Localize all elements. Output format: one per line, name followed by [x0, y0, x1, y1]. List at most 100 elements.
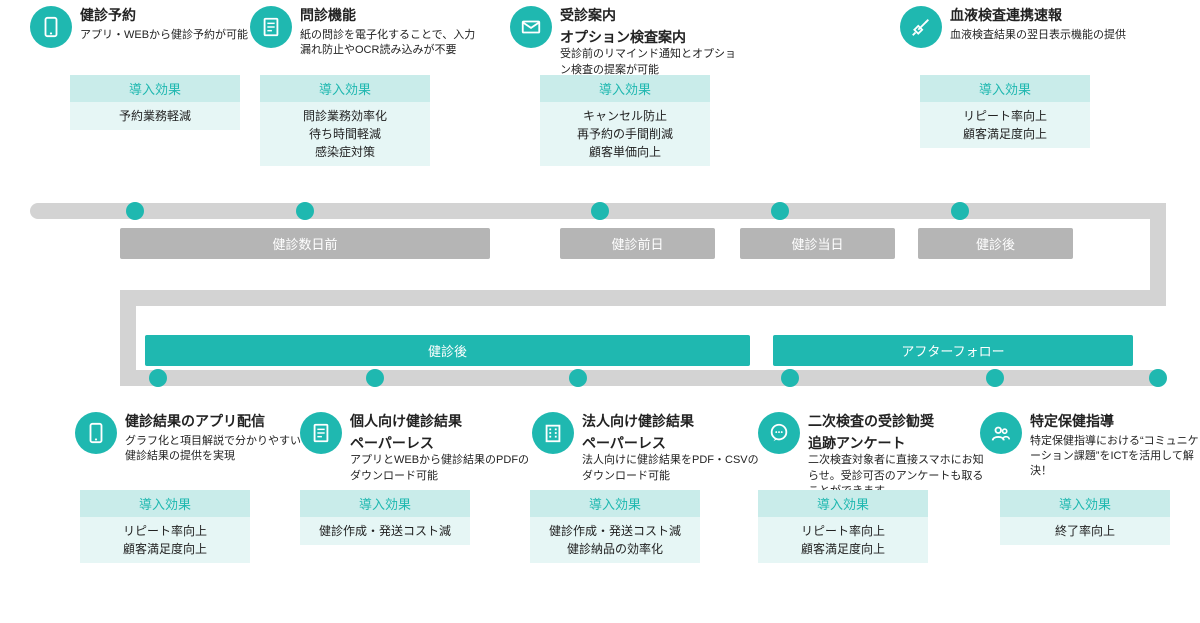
form-icon	[250, 6, 292, 48]
timeline-dot	[986, 369, 1004, 387]
effect-header: 導入効果	[80, 490, 250, 517]
effect-line: 顧客満足度向上	[80, 540, 250, 558]
effect-box-top-3: 導入効果リピート率向上顧客満足度向上	[920, 75, 1090, 148]
timeline-dot	[771, 202, 789, 220]
feature-desc: 血液検査結果の翌日表示機能の提供	[950, 28, 1126, 43]
feature-title: 個人向け健診結果	[350, 412, 530, 432]
feature-bottom-1: 個人向け健診結果ペーパーレスアプリとWEBから健診結果のPDFのダウンロード可能	[300, 412, 530, 484]
feature-text: 特定保健指導特定保健指導における“コミュニケーション課題”をICTを活用して解決…	[1030, 412, 1200, 480]
effect-line: 予約業務軽減	[70, 107, 240, 125]
effect-line: 健診作成・発送コスト減	[300, 522, 470, 540]
mail-icon	[510, 6, 552, 48]
effect-line: 待ち時間軽減	[260, 125, 430, 143]
track-segment	[120, 370, 1166, 386]
feature-title: 問診機能	[300, 6, 480, 26]
effect-line: 問診業務効率化	[260, 107, 430, 125]
feature-bottom-2: 法人向け健診結果ペーパーレス法人向けに健診結果をPDF・CSVのダウンロード可能	[532, 412, 762, 484]
effect-line: 健診作成・発送コスト減	[530, 522, 700, 540]
phase-bar: 健診数日前	[120, 228, 490, 259]
feature-subtitle: ペーパーレス	[582, 434, 762, 454]
feature-desc: グラフ化と項目解説で分かりやすい健診結果の提供を実現	[125, 434, 305, 465]
effect-line: 顧客満足度向上	[920, 125, 1090, 143]
effect-header: 導入効果	[758, 490, 928, 517]
timeline-dot	[366, 369, 384, 387]
feature-top-3: 血液検査連携速報血液検査結果の翌日表示機能の提供	[900, 6, 1126, 48]
phase-bar: 健診当日	[740, 228, 895, 259]
chat-icon	[758, 412, 800, 454]
feature-desc: 紙の問診を電子化することで、入力漏れ防止やOCR読み込みが不要	[300, 28, 480, 59]
feature-top-2: 受診案内オプション検査案内受診前のリマインド通知とオプション検査の提案が可能	[510, 6, 740, 78]
effect-line: 健診納品の効率化	[530, 540, 700, 558]
effect-line: 再予約の手間削減	[540, 125, 710, 143]
effect-line: 顧客満足度向上	[758, 540, 928, 558]
phase-bar: アフターフォロー	[773, 335, 1133, 366]
effect-line: リピート率向上	[920, 107, 1090, 125]
feature-text: 問診機能紙の問診を電子化することで、入力漏れ防止やOCR読み込みが不要	[300, 6, 480, 58]
feature-title: 血液検査連携速報	[950, 6, 1126, 26]
phase-bar: 健診後	[145, 335, 750, 366]
feature-desc: アプリとWEBから健診結果のPDFのダウンロード可能	[350, 453, 530, 484]
feature-title: 健診予約	[80, 6, 248, 26]
effect-box-bottom-4: 導入効果終了率向上	[1000, 490, 1170, 545]
effect-line: 顧客単価向上	[540, 143, 710, 161]
effect-header: 導入効果	[300, 490, 470, 517]
effect-box-bottom-0: 導入効果リピート率向上顧客満足度向上	[80, 490, 250, 563]
timeline-dot	[569, 369, 587, 387]
effect-line: 終了率向上	[1000, 522, 1170, 540]
feature-text: 法人向け健診結果ペーパーレス法人向けに健診結果をPDF・CSVのダウンロード可能	[582, 412, 762, 484]
feature-desc: 受診前のリマインド通知とオプション検査の提案が可能	[560, 47, 740, 78]
feature-bottom-4: 特定保健指導特定保健指導における“コミュニケーション課題”をICTを活用して解決…	[980, 412, 1200, 480]
feature-bottom-3: 二次検査の受診勧奨追跡アンケート二次検査対象者に直接スマホにお知らせ。受診可否の…	[758, 412, 988, 499]
effect-header: 導入効果	[260, 75, 430, 102]
effect-box-bottom-2: 導入効果健診作成・発送コスト減健診納品の効率化	[530, 490, 700, 563]
feature-text: 個人向け健診結果ペーパーレスアプリとWEBから健診結果のPDFのダウンロード可能	[350, 412, 530, 484]
timeline-dot	[1149, 369, 1167, 387]
effect-body: 予約業務軽減	[70, 102, 240, 130]
effect-body: 終了率向上	[1000, 517, 1170, 545]
device-icon	[75, 412, 117, 454]
effect-line: 感染症対策	[260, 143, 430, 161]
feature-title: 受診案内	[560, 6, 740, 26]
effect-line: キャンセル防止	[540, 107, 710, 125]
effect-box-top-2: 導入効果キャンセル防止再予約の手間削減顧客単価向上	[540, 75, 710, 166]
feature-text: 健診予約アプリ・WEBから健診予約が可能	[80, 6, 248, 48]
effect-body: 問診業務効率化待ち時間軽減感染症対策	[260, 102, 430, 166]
timeline-dot	[781, 369, 799, 387]
effect-header: 導入効果	[540, 75, 710, 102]
timeline-dot	[149, 369, 167, 387]
feature-desc: 法人向けに健診結果をPDF・CSVのダウンロード可能	[582, 453, 762, 484]
feature-text: 血液検査連携速報血液検査結果の翌日表示機能の提供	[950, 6, 1126, 48]
effect-box-bottom-3: 導入効果リピート率向上顧客満足度向上	[758, 490, 928, 563]
effect-body: リピート率向上顧客満足度向上	[920, 102, 1090, 148]
effect-header: 導入効果	[70, 75, 240, 102]
timeline-dot	[951, 202, 969, 220]
feature-subtitle: オプション検査案内	[560, 28, 740, 48]
effect-line: リピート率向上	[758, 522, 928, 540]
feature-top-1: 問診機能紙の問診を電子化することで、入力漏れ防止やOCR読み込みが不要	[250, 6, 480, 58]
feature-subtitle: ペーパーレス	[350, 434, 530, 454]
effect-body: 健診作成・発送コスト減	[300, 517, 470, 545]
device-icon	[30, 6, 72, 48]
effect-header: 導入効果	[920, 75, 1090, 102]
feature-title: 健診結果のアプリ配信	[125, 412, 305, 432]
feature-title: 二次検査の受診勧奨	[808, 412, 988, 432]
timeline-dot	[591, 202, 609, 220]
timeline-dot	[296, 202, 314, 220]
phase-bar: 健診前日	[560, 228, 715, 259]
effect-box-bottom-1: 導入効果健診作成・発送コスト減	[300, 490, 470, 545]
effect-header: 導入効果	[530, 490, 700, 517]
feature-bottom-0: 健診結果のアプリ配信グラフ化と項目解説で分かりやすい健診結果の提供を実現	[75, 412, 305, 464]
effect-box-top-0: 導入効果予約業務軽減	[70, 75, 240, 130]
feature-title: 法人向け健診結果	[582, 412, 762, 432]
timeline-dot	[126, 202, 144, 220]
syringe-icon	[900, 6, 942, 48]
effect-line: リピート率向上	[80, 522, 250, 540]
feature-subtitle: 追跡アンケート	[808, 434, 988, 454]
feature-text: 受診案内オプション検査案内受診前のリマインド通知とオプション検査の提案が可能	[560, 6, 740, 78]
feature-text: 健診結果のアプリ配信グラフ化と項目解説で分かりやすい健診結果の提供を実現	[125, 412, 305, 464]
effect-body: リピート率向上顧客満足度向上	[80, 517, 250, 563]
effect-body: キャンセル防止再予約の手間削減顧客単価向上	[540, 102, 710, 166]
feature-desc: アプリ・WEBから健診予約が可能	[80, 28, 248, 43]
form-icon	[300, 412, 342, 454]
building-icon	[532, 412, 574, 454]
